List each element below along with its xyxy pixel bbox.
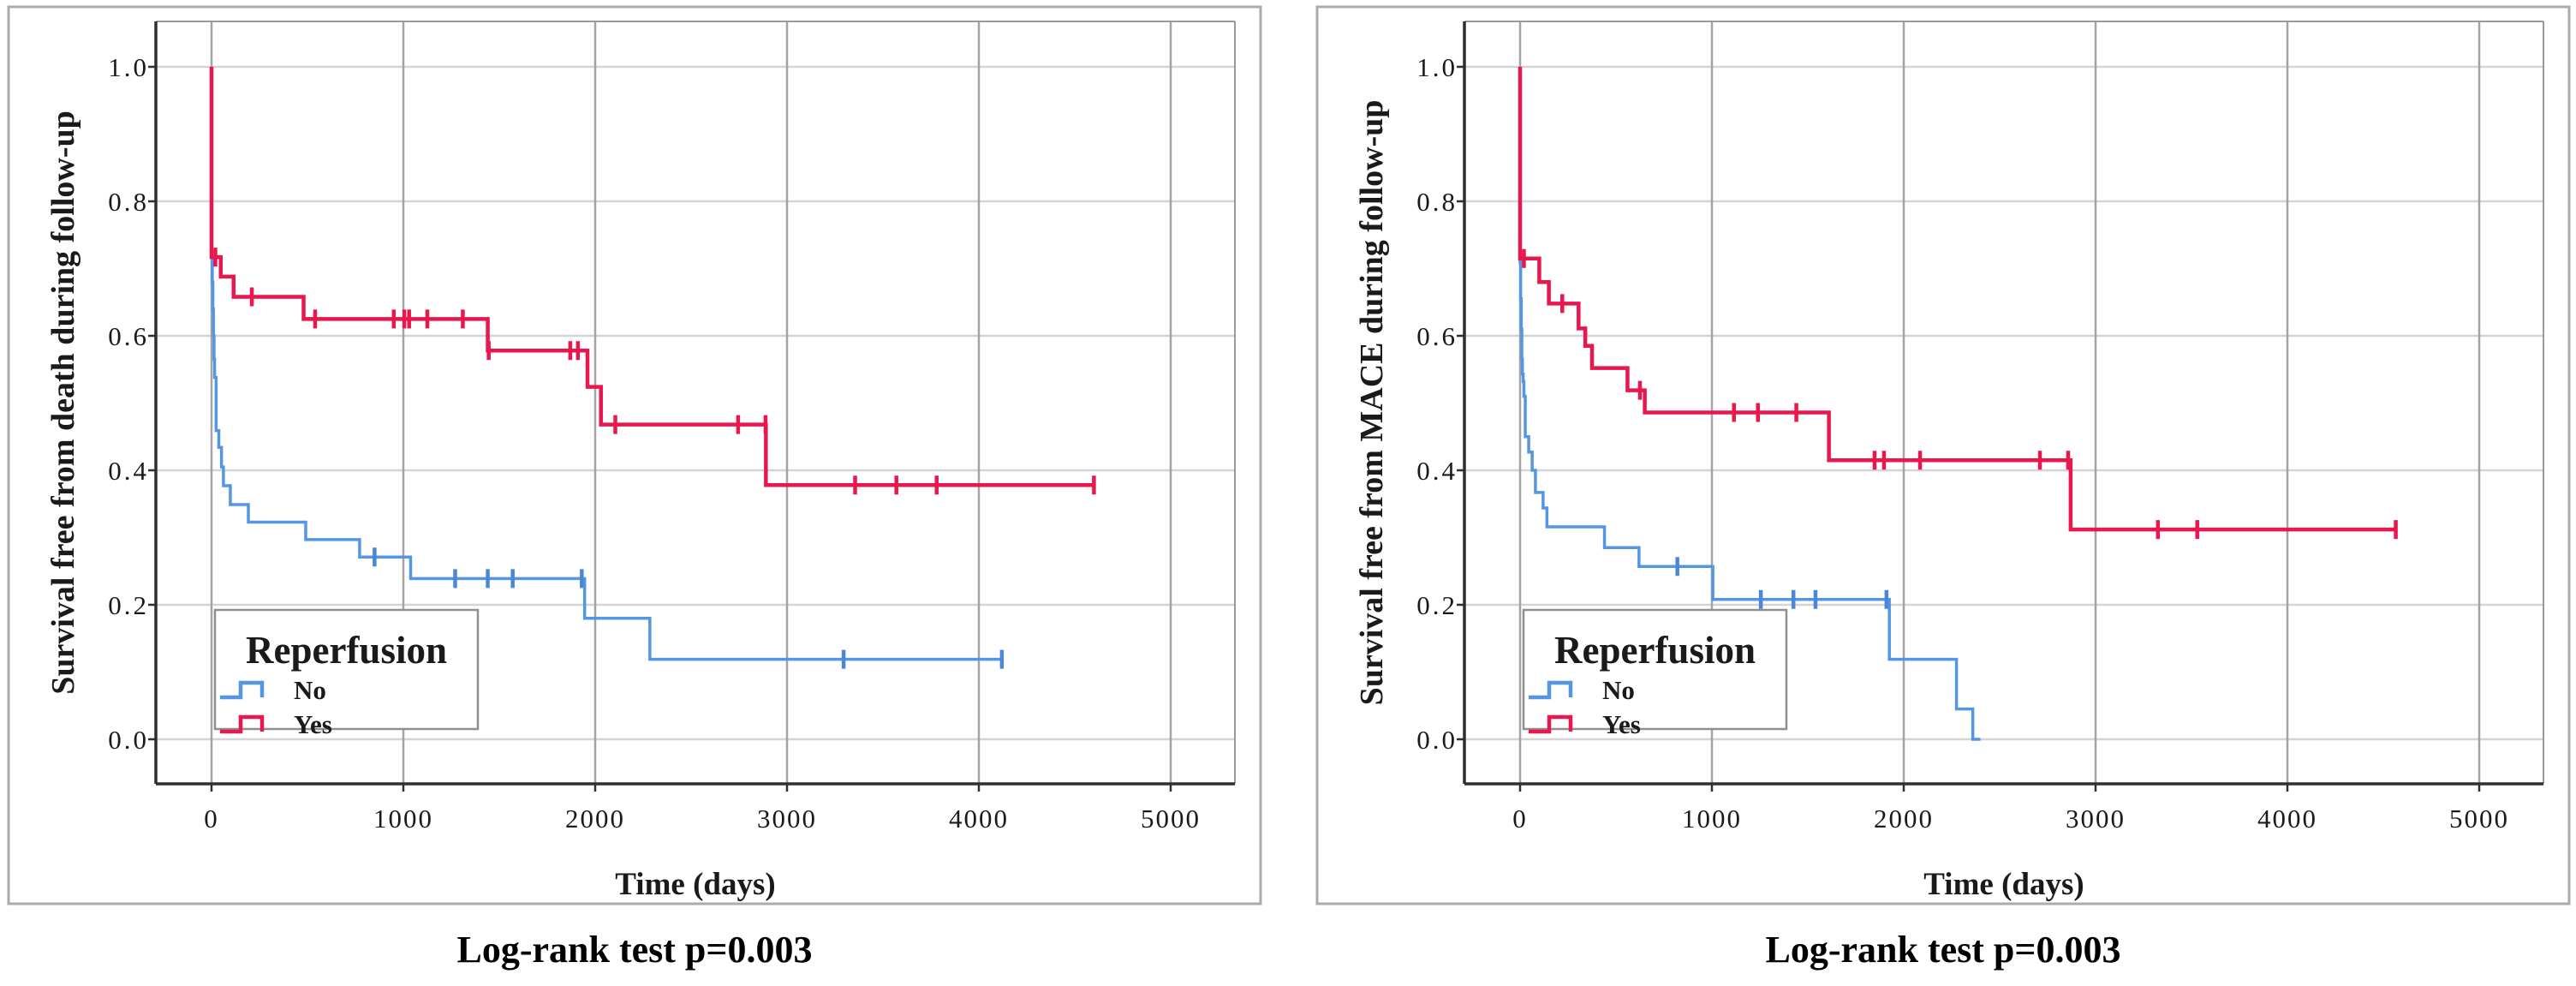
km-curve-no [1518, 67, 1981, 741]
y-axis-title: Survival free from death during follow-u… [45, 111, 81, 695]
legend-sample-no [1529, 680, 1573, 700]
censor-marks-no [373, 547, 1005, 669]
x-tick-label: 4000 [949, 804, 1009, 834]
y-tick-label: 0.2 [108, 590, 149, 620]
y-tick-label: 1.0 [108, 52, 149, 82]
y-tick-label: 0.2 [1416, 590, 1458, 620]
censor-marks-no [1675, 557, 1889, 609]
plot-area [1457, 21, 2544, 792]
x-axis-title: Time (days) [1923, 867, 2084, 902]
censor-marks-yes [213, 248, 1096, 495]
y-tick-label: 0.8 [1416, 187, 1458, 217]
logrank-caption-mace: Log-rank test p=0.003 [1765, 929, 2121, 971]
y-tick-label: 0.0 [108, 725, 149, 755]
y-tick-label: 1.0 [1416, 52, 1458, 82]
km-plot-death: 0 1000 2000 3000 4000 5000 0.0 0.2 0.4 0.6 0.8 1.0 S… [7, 5, 1262, 905]
km-panel-mace: 0 1000 2000 3000 4000 5000 0.0 0.2 0.4 0.6 0.8 1.0 S… [1310, 0, 2576, 986]
x-tick-label: 5000 [1141, 804, 1201, 834]
plot-area [148, 21, 1236, 792]
y-tick-label: 0.4 [108, 456, 149, 486]
km-plot-mace: 0 1000 2000 3000 4000 5000 0.0 0.2 0.4 0.6 0.8 1.0 S… [1315, 5, 2571, 905]
x-tick-label: 0 [1512, 804, 1528, 834]
km-curve-no [210, 67, 1002, 661]
legend-label-no: No [1602, 675, 1635, 705]
legend-box [213, 608, 480, 731]
legend-title: Reperfusion [246, 629, 447, 672]
logrank-caption-death: Log-rank test p=0.003 [456, 929, 813, 971]
x-tick-label: 5000 [2449, 804, 2509, 834]
panel-border [1315, 5, 2571, 905]
y-tick-label: 0.0 [1416, 725, 1458, 755]
legend-sample-no [220, 680, 265, 700]
y-tick-label: 0.6 [108, 321, 149, 351]
x-tick-label: 3000 [757, 804, 817, 834]
legend-sample-yes [220, 714, 265, 734]
x-tick-label: 4000 [2257, 804, 2317, 834]
x-tick-label: 1000 [373, 804, 433, 834]
legend-label-no: No [294, 675, 326, 705]
legend-box [1522, 608, 1788, 731]
legend-sample-yes [1529, 714, 1573, 734]
y-tick-label: 0.8 [108, 187, 149, 217]
km-curve-yes [1518, 67, 2396, 532]
x-tick-label: 3000 [2066, 804, 2126, 834]
legend-label-yes: Yes [1602, 709, 1641, 739]
y-axis-title: Survival free from MACE during follow-up [1354, 100, 1390, 706]
panel-border [7, 5, 1262, 905]
x-tick-label: 2000 [565, 804, 625, 834]
x-axis-title: Time (days) [615, 867, 775, 902]
legend-title: Reperfusion [1554, 629, 1756, 672]
x-tick-label: 1000 [1682, 804, 1742, 834]
y-tick-label: 0.4 [1416, 456, 1458, 486]
y-tick-label: 0.6 [1416, 321, 1458, 351]
km-curve-yes [209, 67, 1094, 487]
km-panel-death: 0 1000 2000 3000 4000 5000 0.0 0.2 0.4 0.6 0.8 1.0 S… [2, 0, 1267, 986]
x-tick-label: 0 [204, 804, 219, 834]
legend-label-yes: Yes [294, 709, 332, 739]
censor-marks-yes [1522, 248, 2398, 540]
x-tick-label: 2000 [1874, 804, 1934, 834]
